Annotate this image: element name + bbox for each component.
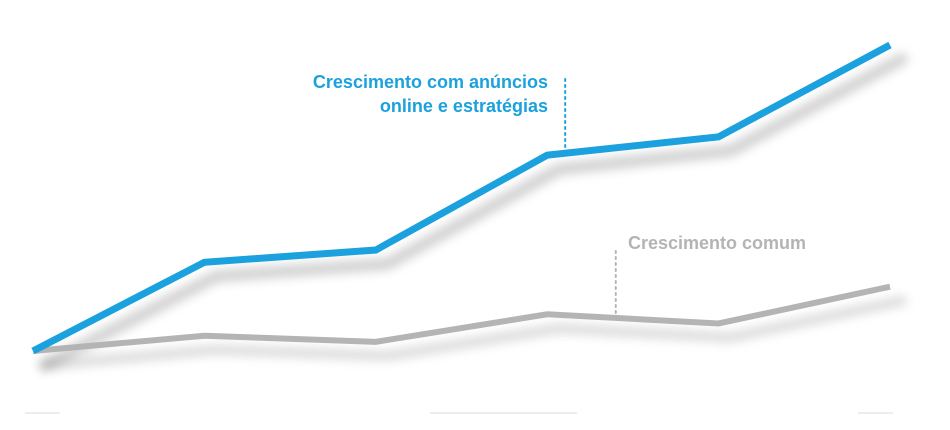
line-shadows: [39, 53, 908, 371]
common-growth-line: [32, 283, 891, 354]
online-growth-annotation: Crescimento com anúncios online e estrat…: [313, 70, 548, 118]
series-1-shadow: [39, 53, 908, 371]
online-growth-line: [31, 41, 892, 355]
series-2-shadow: [40, 295, 907, 370]
online-growth-label-line-1: Crescimento com anúncios: [312, 72, 548, 92]
annotation-leader-lines: [564, 78, 617, 314]
common-growth-annotation: Crescimento comum: [628, 231, 806, 255]
common-growth-label: Crescimento comum: [628, 233, 807, 253]
online-growth-label-line-2: online e estratégias: [379, 96, 548, 116]
series-lines: [31, 41, 892, 355]
